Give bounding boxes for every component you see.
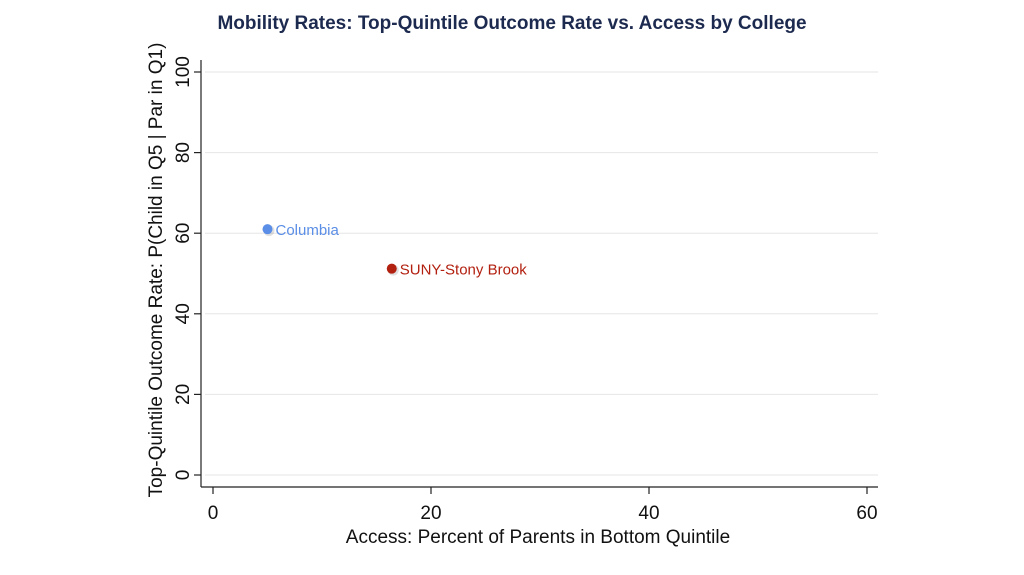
x-axis-label: Access: Percent of Parents in Bottom Qui…	[346, 527, 730, 548]
point-label-0: Columbia	[276, 222, 340, 239]
x-tick-label-1: 20	[420, 503, 441, 524]
y-tick-label-3: 60	[173, 223, 194, 244]
y-tick-label-1: 20	[173, 384, 194, 405]
data-point-0	[262, 224, 273, 235]
x-tick-label-3: 60	[856, 503, 877, 524]
y-axis-label: Top-Quintile Outcome Rate: P(Child in Q5…	[146, 43, 167, 498]
data-points: Columbia SUNY-Stony Brook	[262, 222, 528, 279]
point-label-1: SUNY-Stony Brook	[400, 262, 528, 279]
y-tick-label-5: 100	[173, 56, 194, 88]
gridlines	[205, 71, 878, 476]
axes	[200, 60, 878, 488]
y-tick-label-2: 40	[173, 303, 194, 324]
x-tick-label-2: 40	[638, 503, 659, 524]
x-tick-label-0: 0	[208, 503, 219, 524]
y-tick-label-4: 80	[173, 142, 194, 163]
data-point-1	[386, 263, 397, 274]
x-axis-ticks: 0 20 40 60	[208, 487, 878, 524]
chart-title: Mobility Rates: Top-Quintile Outcome Rat…	[217, 13, 806, 34]
y-axis-ticks: 0 20 40 60 80 100	[173, 56, 201, 480]
y-tick-label-0: 0	[173, 470, 194, 481]
